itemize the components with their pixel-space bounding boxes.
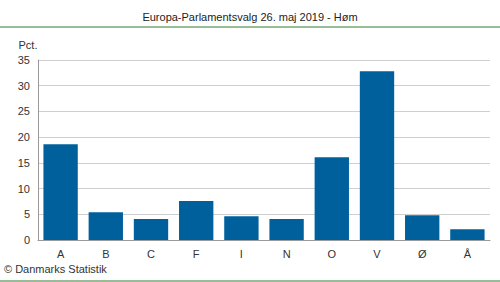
svg-text:F: F <box>193 248 200 260</box>
svg-text:Å: Å <box>464 248 472 260</box>
svg-text:N: N <box>283 248 291 260</box>
svg-text:I: I <box>240 248 243 260</box>
svg-text:15: 15 <box>18 157 30 169</box>
svg-text:C: C <box>147 248 155 260</box>
svg-text:© Danmarks Statistik: © Danmarks Statistik <box>4 263 107 275</box>
svg-text:10: 10 <box>18 183 30 195</box>
svg-text:30: 30 <box>18 80 30 92</box>
svg-text:O: O <box>328 248 337 260</box>
svg-text:0: 0 <box>24 234 30 246</box>
svg-text:25: 25 <box>18 105 30 117</box>
svg-text:5: 5 <box>24 208 30 220</box>
svg-text:35: 35 <box>18 54 30 66</box>
svg-text:Europa-Parlamentsvalg 26. maj: Europa-Parlamentsvalg 26. maj 2019 - Høm <box>142 11 357 23</box>
svg-text:B: B <box>102 248 109 260</box>
svg-text:Ø: Ø <box>418 248 427 260</box>
svg-text:A: A <box>57 248 65 260</box>
svg-text:20: 20 <box>18 131 30 143</box>
svg-text:V: V <box>373 248 381 260</box>
svg-text:Pct.: Pct. <box>19 39 38 51</box>
